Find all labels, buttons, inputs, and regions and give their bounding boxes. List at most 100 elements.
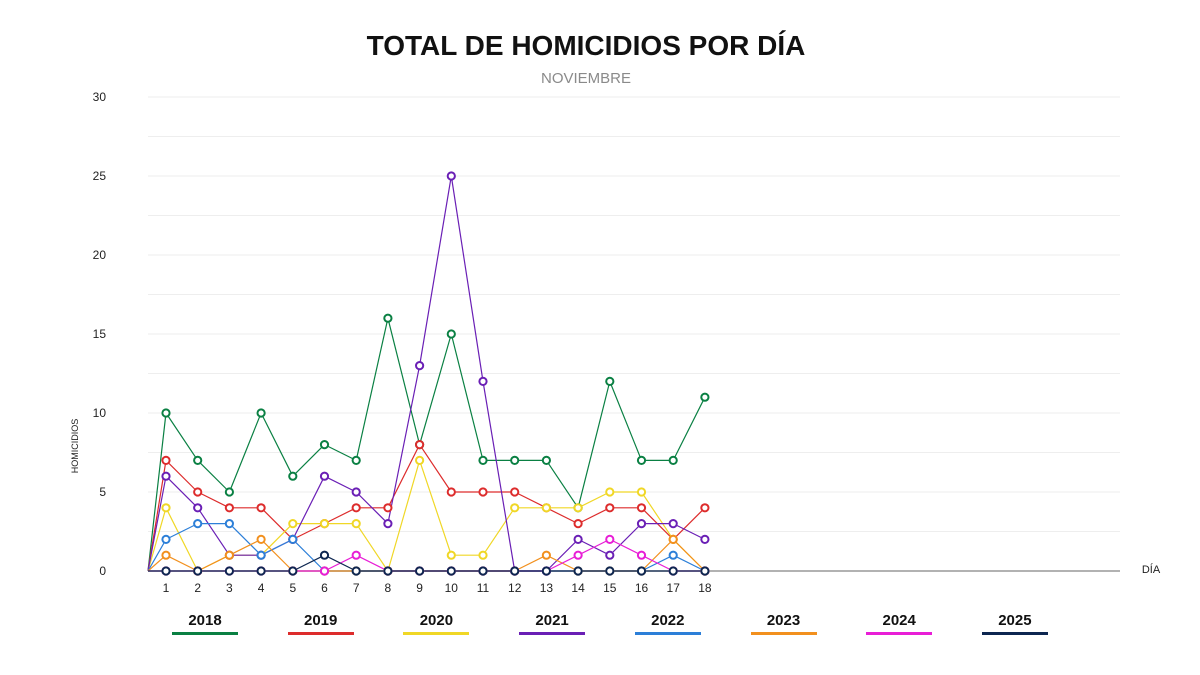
data-point-2020	[605, 487, 615, 497]
data-point-2019	[161, 455, 171, 465]
data-point-2018	[319, 440, 330, 450]
data-point-2021	[161, 471, 171, 481]
legend-item-2018: 2018	[172, 612, 238, 636]
data-point-2022	[288, 534, 298, 545]
data-point-2025	[351, 566, 361, 576]
data-point-2019	[446, 487, 456, 497]
data-point-2021	[446, 171, 456, 181]
data-point-2025	[446, 566, 456, 576]
y-tick-label: 15	[93, 327, 107, 341]
x-tick-label: 10	[445, 581, 459, 595]
legend-label: 2018	[188, 612, 222, 629]
x-tick-label: 9	[416, 581, 423, 595]
data-point-2023	[541, 550, 552, 560]
data-point-2022	[256, 550, 266, 560]
data-point-2018	[510, 455, 520, 465]
legend-swatch	[519, 632, 586, 635]
legend-item-2021: 2021	[519, 612, 586, 636]
data-point-2023	[161, 550, 171, 560]
data-point-2019	[415, 440, 425, 450]
x-tick-label: 12	[508, 581, 522, 595]
data-point-2021	[668, 519, 678, 529]
data-point-2025	[573, 566, 583, 576]
data-point-2024	[573, 550, 583, 560]
data-point-2021	[605, 550, 615, 560]
x-tick-label: 1	[163, 581, 170, 595]
data-point-2018	[541, 455, 552, 465]
data-point-2022	[224, 519, 234, 529]
data-point-2023	[224, 550, 234, 560]
data-point-2020	[478, 550, 488, 560]
x-tick-label: 2	[194, 581, 201, 595]
legend-item-2024: 2024	[866, 612, 933, 636]
data-point-2023	[256, 534, 266, 545]
data-point-2021	[700, 534, 710, 545]
data-point-2021	[573, 534, 583, 545]
data-point-2021	[351, 487, 361, 497]
legend-item-2022: 2022	[634, 612, 701, 636]
data-point-2019	[478, 487, 488, 497]
data-point-2021	[319, 471, 330, 481]
data-point-2024	[605, 534, 615, 545]
x-tick-label: 6	[321, 581, 328, 595]
data-point-2020	[319, 519, 330, 529]
legend-swatch	[634, 632, 701, 635]
data-point-2022	[193, 519, 203, 529]
data-point-2018	[256, 408, 266, 418]
data-point-2020	[415, 455, 425, 465]
data-point-2018	[700, 392, 710, 402]
x-tick-label: 15	[603, 581, 617, 595]
data-point-2025	[193, 566, 203, 576]
data-point-2019	[700, 503, 710, 513]
data-point-2021	[383, 519, 393, 529]
y-axis-label: HOMICIDIOS	[70, 419, 80, 474]
legend-swatch	[750, 632, 817, 635]
legend-label: 2023	[766, 612, 801, 629]
legend-item-2025: 2025	[981, 612, 1048, 636]
x-tick-label: 14	[571, 581, 585, 595]
data-point-2019	[636, 503, 647, 513]
x-tick-label: 8	[385, 581, 392, 595]
data-point-2018	[161, 408, 171, 418]
data-point-2023	[668, 534, 678, 545]
x-tick-label: 7	[353, 581, 360, 595]
data-point-2025	[256, 566, 266, 576]
legend-swatch	[172, 632, 238, 635]
data-point-2020	[288, 519, 298, 529]
data-point-2020	[351, 519, 361, 529]
data-point-2020	[573, 503, 583, 513]
legend-item-2020: 2020	[403, 612, 470, 636]
data-point-2019	[573, 519, 583, 529]
data-point-2019	[256, 503, 266, 513]
data-point-2024	[351, 550, 361, 560]
x-tick-label: 17	[667, 581, 681, 595]
data-point-2018	[446, 329, 456, 339]
y-tick-label: 0	[99, 564, 106, 578]
x-tick-label: 13	[540, 581, 554, 595]
data-point-2018	[351, 455, 361, 465]
data-point-2025	[510, 566, 520, 576]
data-point-2025	[383, 566, 393, 576]
x-tick-label: 3	[226, 581, 233, 595]
legend-swatch	[287, 632, 354, 635]
data-point-2025	[541, 566, 552, 576]
legend-label: 2022	[651, 612, 685, 629]
data-point-2020	[161, 503, 171, 513]
data-point-2019	[351, 503, 361, 513]
legend-item-2023: 2023	[750, 612, 817, 636]
data-point-2020	[510, 503, 520, 513]
x-tick-label: 11	[477, 581, 490, 595]
legend-swatch	[981, 632, 1048, 635]
legend-label: 2020	[419, 612, 454, 629]
data-point-2019	[510, 487, 520, 497]
data-point-2021	[478, 376, 488, 386]
y-tick-label: 20	[93, 248, 107, 262]
y-tick-label: 10	[93, 406, 107, 420]
legend-label: 2021	[535, 612, 569, 629]
data-point-2021	[636, 519, 647, 529]
data-point-2025	[288, 566, 298, 576]
chart-subtitle: NOVIEMBRE	[540, 70, 631, 87]
legend-label: 2024	[882, 612, 916, 629]
data-point-2021	[415, 361, 425, 371]
